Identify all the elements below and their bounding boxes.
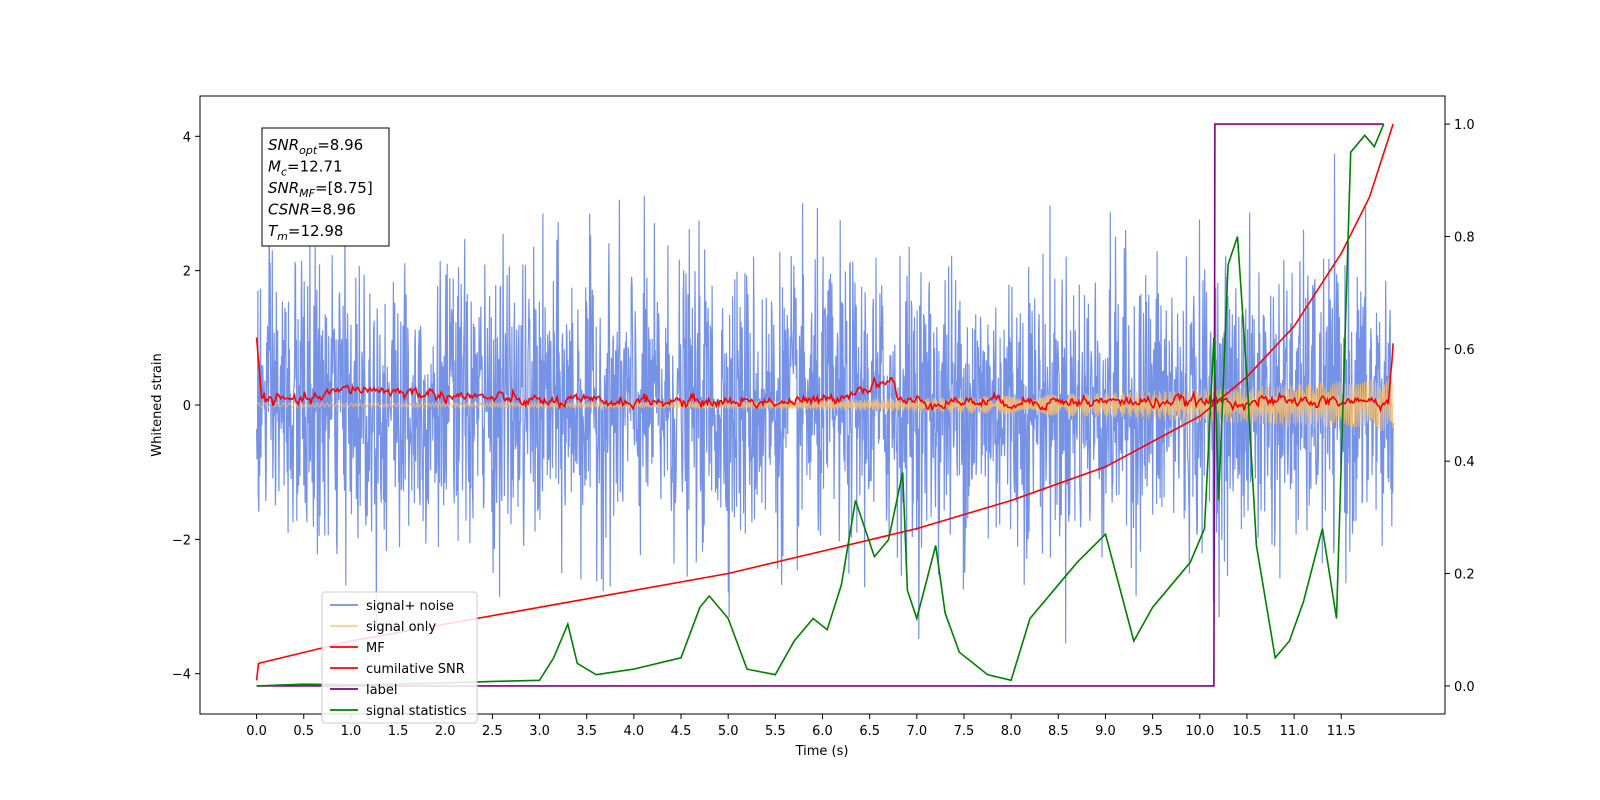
y-left-tick-label: −4 (172, 668, 191, 683)
x-tick-label: 4.5 (671, 724, 692, 739)
legend: signal+ noise signal only MF cumilative SNR… (321, 591, 478, 724)
x-tick-label: 11.5 (1327, 724, 1356, 739)
annotation-subscript: c (281, 166, 287, 179)
series-mf (255, 337, 1394, 413)
annotation-subscript: MF (299, 187, 315, 200)
x-tick-label: 8.0 (1001, 724, 1022, 739)
annotation-subscript: m (277, 230, 288, 243)
series-label (256, 123, 1384, 687)
y-right-tick-label: 0.6 (1454, 343, 1475, 358)
annotation-symbol: CSNR (268, 201, 310, 219)
annotation-line: Tm=12.98 (268, 222, 343, 243)
legend-label: signal only (366, 620, 436, 635)
x-tick-label: 7.5 (954, 724, 975, 739)
x-tick-label: 11.0 (1280, 724, 1309, 739)
legend-label: signal statistics (366, 704, 467, 719)
series-signal-noise (256, 153, 1394, 644)
y-left-tick-label: −2 (172, 533, 191, 548)
x-tick-label: 9.5 (1142, 724, 1163, 739)
y-right-tick-label: 0.0 (1454, 680, 1475, 695)
series-signal-statistics (256, 123, 1385, 687)
x-axis-label: Time (s) (795, 744, 849, 759)
x-tick-label: 6.0 (812, 724, 833, 739)
y-right-tick-label: 0.2 (1454, 568, 1475, 583)
y-axis-left-ticks: 4 2 0 −2 −4 (172, 130, 200, 683)
annotation-symbol: SNR (268, 136, 299, 154)
series-signal-only (256, 378, 1394, 432)
x-tick-label: 5.5 (765, 724, 786, 739)
annotation-line: SNRMF=[8.75] (268, 179, 373, 200)
x-tick-label: 2.5 (482, 724, 503, 739)
x-tick-label: 1.0 (341, 724, 362, 739)
x-tick-label: 10.0 (1185, 724, 1214, 739)
annotation-symbol: T (268, 222, 279, 240)
x-tick-label: 9.0 (1095, 724, 1116, 739)
x-tick-label: 10.5 (1232, 724, 1261, 739)
x-tick-label: 3.0 (529, 724, 550, 739)
y-axis-right-ticks: 1.0 0.8 0.6 0.4 0.2 0.0 (1445, 118, 1475, 695)
annotation-line: Mc=12.71 (268, 158, 343, 179)
legend-label: MF (366, 641, 385, 656)
y-right-tick-label: 1.0 (1454, 118, 1475, 133)
legend-label: cumilative SNR (366, 662, 465, 677)
x-tick-label: 1.5 (388, 724, 409, 739)
y-left-tick-label: 0 (183, 399, 191, 414)
annotation-value: =8.96 (317, 136, 363, 154)
y-left-tick-label: 2 (183, 265, 191, 280)
x-tick-label: 0.0 (246, 724, 267, 739)
x-axis-ticks: 0.0 0.5 1.0 1.5 2.0 2.5 3.0 3.5 4.0 4.5 5.0 5.5 6.0 6… (246, 714, 1356, 739)
legend-frame (321, 591, 478, 724)
annotation-line: CSNR=8.96 (268, 201, 356, 219)
annotation-value: =12.98 (288, 222, 344, 240)
y-axis-label: Whitened strain (150, 353, 165, 456)
annotation-box: SNRopt=8.96Mc=12.71SNRMF=[8.75]CSNR=8.96… (261, 127, 390, 247)
x-tick-label: 2.0 (435, 724, 456, 739)
annotation-line: SNRopt=8.96 (268, 136, 363, 157)
x-tick-label: 4.0 (624, 724, 645, 739)
x-tick-label: 8.5 (1048, 724, 1069, 739)
legend-label: label (366, 683, 397, 698)
x-tick-label: 6.5 (859, 724, 880, 739)
annotation-value: =8.96 (310, 201, 356, 219)
x-tick-label: 3.5 (576, 724, 597, 739)
annotation-frame (261, 127, 390, 247)
y-right-tick-label: 0.8 (1454, 230, 1475, 245)
annotation-value: =[8.75] (315, 179, 373, 197)
annotation-value: =12.71 (287, 158, 343, 176)
y-left-tick-label: 4 (183, 130, 191, 145)
annotation-symbol: SNR (268, 179, 299, 197)
legend-label: signal+ noise (366, 599, 454, 614)
annotation-symbol: M (268, 158, 281, 176)
x-tick-label: 5.0 (718, 724, 739, 739)
x-tick-label: 0.5 (293, 724, 314, 739)
annotation-subscript: opt (299, 144, 318, 157)
x-tick-label: 7.0 (906, 724, 927, 739)
y-right-tick-label: 0.4 (1454, 455, 1475, 470)
